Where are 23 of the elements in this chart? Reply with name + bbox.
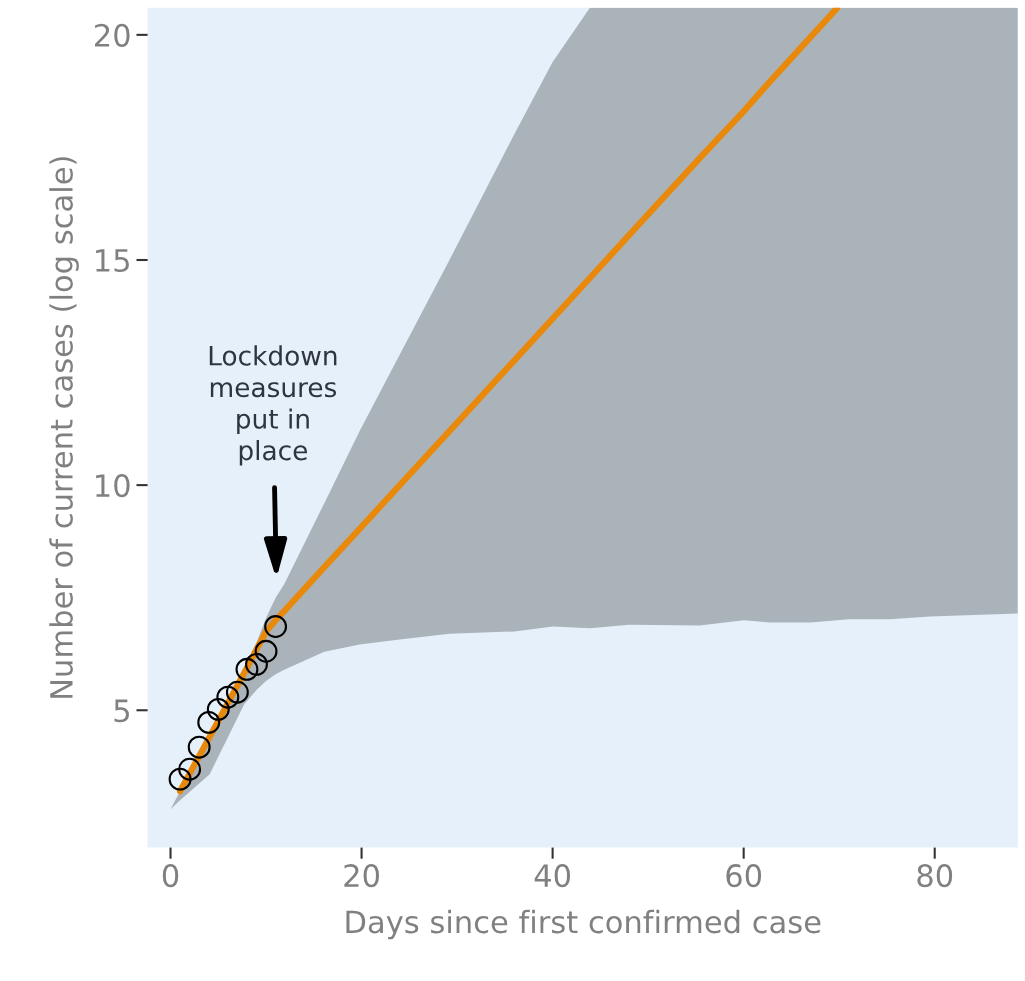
y-axis-title: Number of current cases (log scale) [49,157,79,698]
point [254,639,278,663]
x-tick-label: 0 [162,864,179,888]
x-tick-label: 40 [534,864,571,888]
point [178,757,202,781]
x-tick-label: 60 [726,864,762,888]
point [245,652,268,676]
x-axis-title: Days since first confirmed case [346,909,821,940]
point [197,710,221,734]
y-tick-label: 15 [96,249,129,273]
y-tick-label: 20 [94,23,130,47]
point [216,685,240,709]
y-tick-label: 5 [114,699,129,723]
point [168,767,192,791]
point [235,657,259,681]
point [264,615,288,638]
x-tick-label: 80 [917,864,953,888]
point [225,680,249,704]
x-tick-label: 20 [344,864,379,888]
point [206,697,230,721]
point [187,735,211,759]
y-tick-label: 10 [96,474,130,498]
annotation: Lockdown measures put in place [209,345,337,466]
